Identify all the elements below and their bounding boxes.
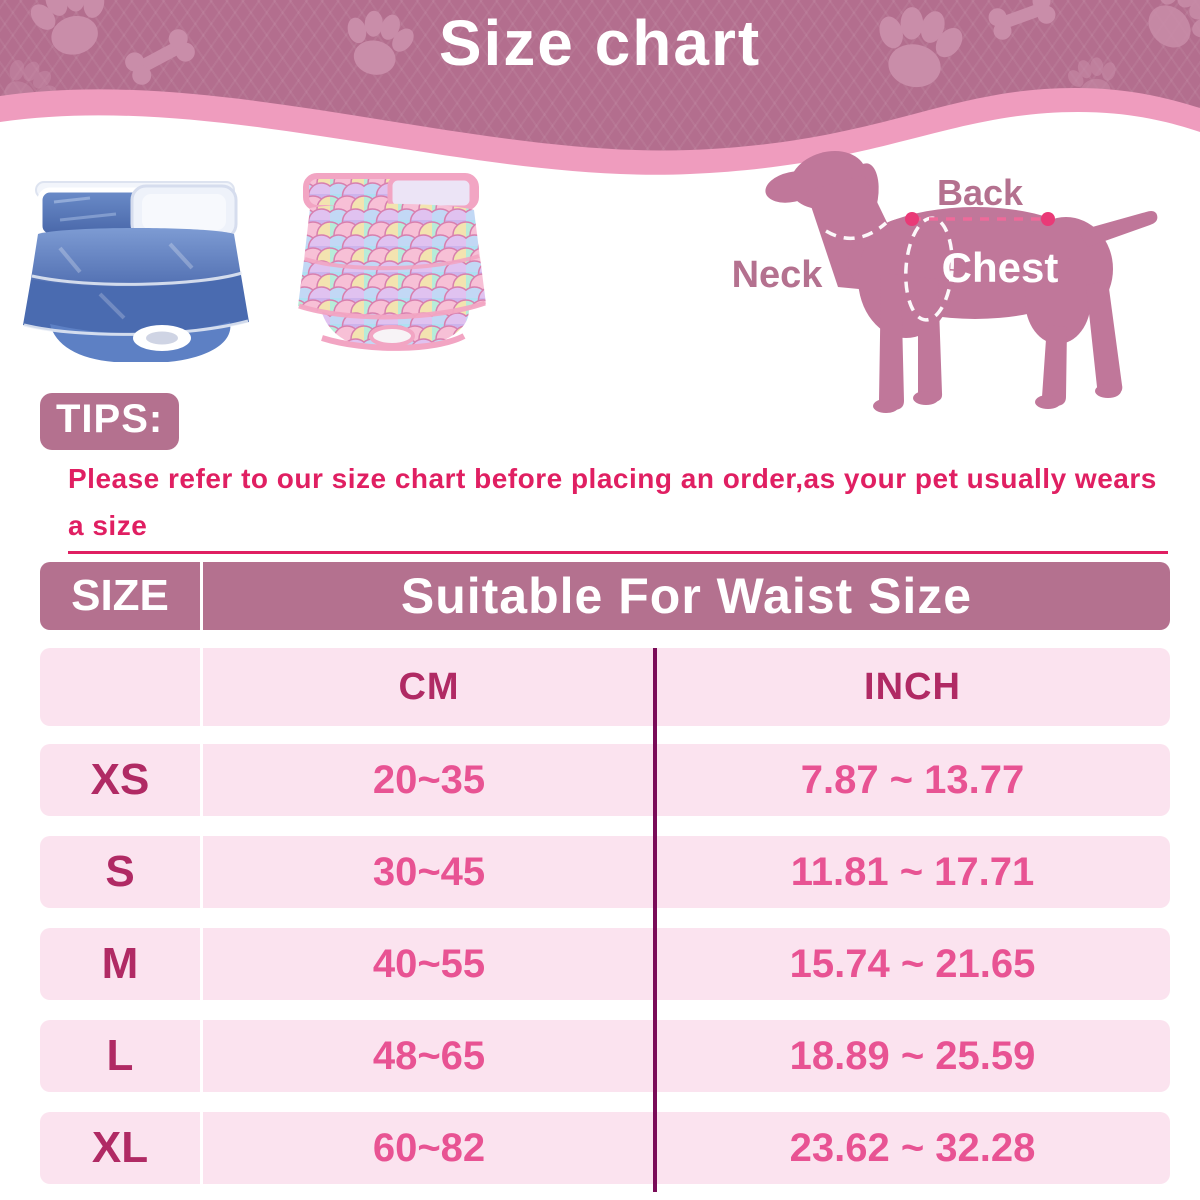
table-row-s: S 30~45 11.81 ~ 17.71 [40,836,1170,908]
tips-badge: TIPS: [40,393,180,450]
back-label: Back [937,172,1024,213]
neck-dash-line [825,221,888,241]
size-cell: S [40,836,203,908]
table-row-xl: XL 60~82 23.62 ~ 32.28 [40,1112,1170,1184]
inch-cell: 23.62 ~ 32.28 [789,1125,1036,1170]
cm-cell: 48~65 [372,1033,486,1078]
waist-header-cell: Suitable For Waist Size [400,568,973,624]
cm-header-cell: CM [398,665,460,708]
size-header-cell: SIZE [40,562,203,630]
size-table: SIZE Suitable For Waist Size CM INCH XS … [40,562,1170,1192]
unit-header-row: CM INCH [40,648,1170,726]
column-divider-line [653,648,657,1192]
table-row-xs: XS 20~35 7.87 ~ 13.77 [40,744,1170,816]
table-row-l: L 48~65 18.89 ~ 25.59 [40,1020,1170,1092]
table-row-m: M 40~55 15.74 ~ 21.65 [40,928,1170,1000]
header-wave-white [0,112,1200,200]
tips-line-1: Please refer to our size chart before pl… [68,455,1168,554]
cm-cell: 20~35 [372,757,486,802]
chest-label: Chest [942,244,1059,291]
inch-cell: 7.87 ~ 13.77 [800,757,1025,802]
cm-cell: 40~55 [372,941,486,986]
hero-banner: Size chart [0,0,1200,200]
mermaid-product-image [298,173,486,351]
inch-cell: 18.89 ~ 25.59 [789,1033,1036,1078]
table-header-row: SIZE Suitable For Waist Size [40,562,1170,630]
inch-cell: 15.74 ~ 21.65 [789,941,1036,986]
size-cell: XS [40,744,203,816]
hero-decorations [0,0,1200,200]
dog-measurement-diagram: Back Neck Chest [732,151,1158,413]
size-cell: M [40,928,203,1000]
cm-cell: 30~45 [372,849,486,894]
size-cell: L [40,1020,203,1092]
denim-product-image [23,181,249,362]
measure-dot [1041,212,1055,226]
unit-blank-cell [40,648,203,726]
neck-label: Neck [732,254,824,296]
inch-header-cell: INCH [864,665,961,708]
dog-silhouette [765,151,1158,413]
cm-cell: 60~82 [372,1125,486,1170]
page-title: Size chart [438,7,762,79]
size-cell: XL [40,1112,203,1184]
inch-cell: 11.81 ~ 17.71 [790,849,1035,894]
measure-dot [905,212,919,226]
